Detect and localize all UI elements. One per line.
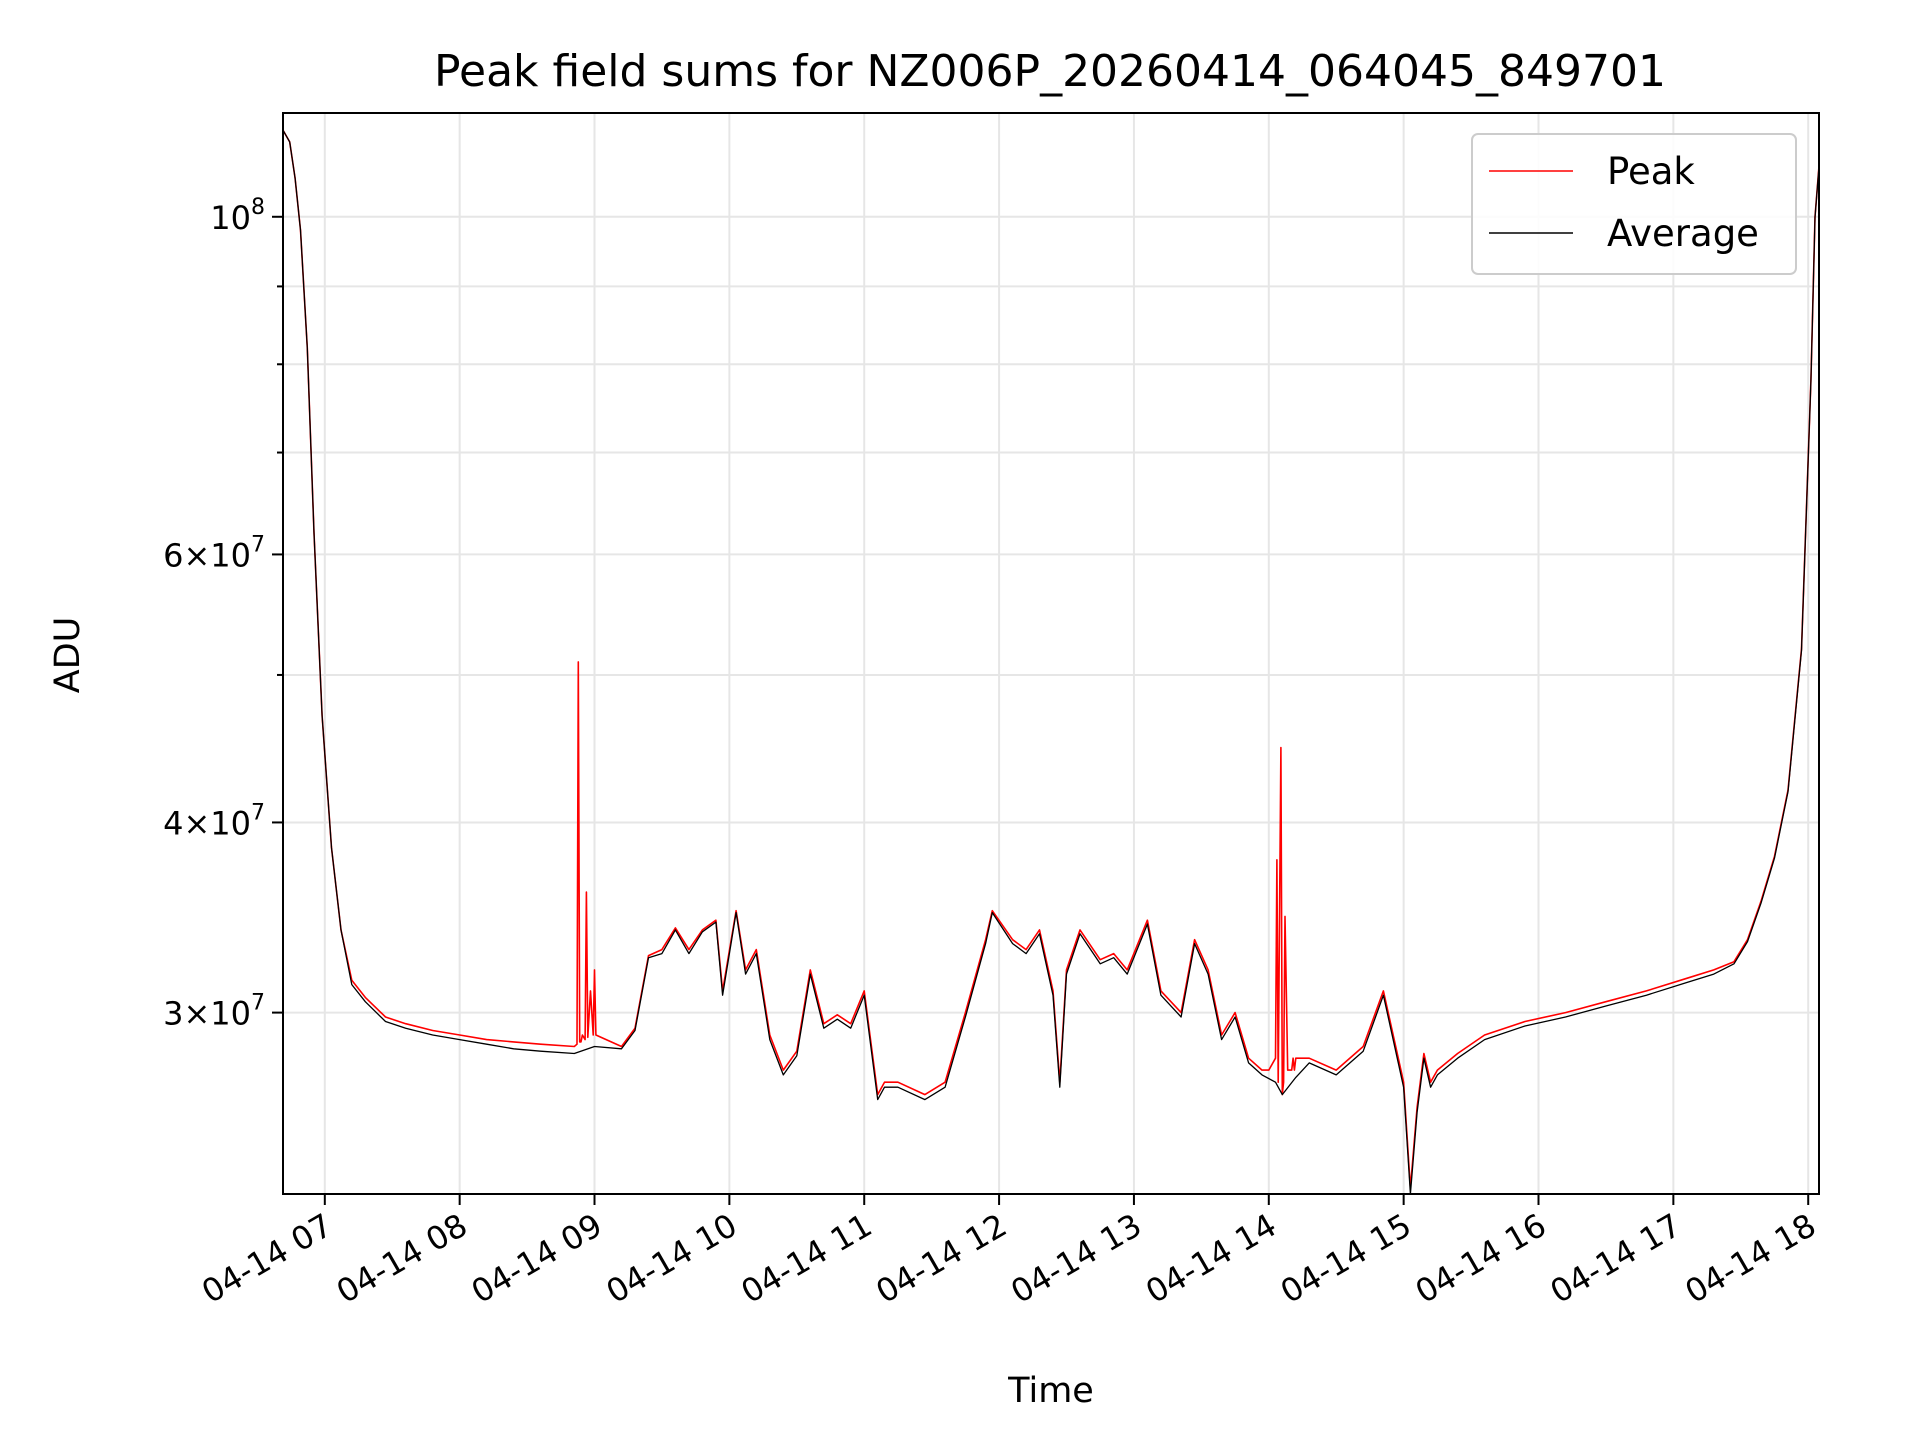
legend-average-label: Average	[1607, 212, 1759, 255]
chart-title: Peak field sums for NZ006P_20260414_0640…	[434, 46, 1666, 97]
legend-peak-label: Peak	[1607, 150, 1695, 193]
y-tick-label: 4×107	[163, 800, 265, 842]
y-tick-label: 3×107	[163, 991, 265, 1033]
legend: Peak Average	[1471, 133, 1797, 275]
series-layer	[282, 129, 1820, 1195]
x-axis-label: Time	[1007, 1371, 1094, 1411]
y-tick-label: 6×107	[163, 532, 265, 574]
y-axis-label: ADU	[48, 617, 88, 694]
grid-lines	[283, 113, 1819, 1194]
series-line-average	[282, 129, 1820, 1195]
plot-frame	[282, 112, 1820, 1195]
y-axis-ticks: 108 6×107 4×107 3×107	[163, 195, 283, 1033]
legend-box	[1471, 133, 1797, 275]
y-tick-label: 108	[210, 195, 265, 237]
